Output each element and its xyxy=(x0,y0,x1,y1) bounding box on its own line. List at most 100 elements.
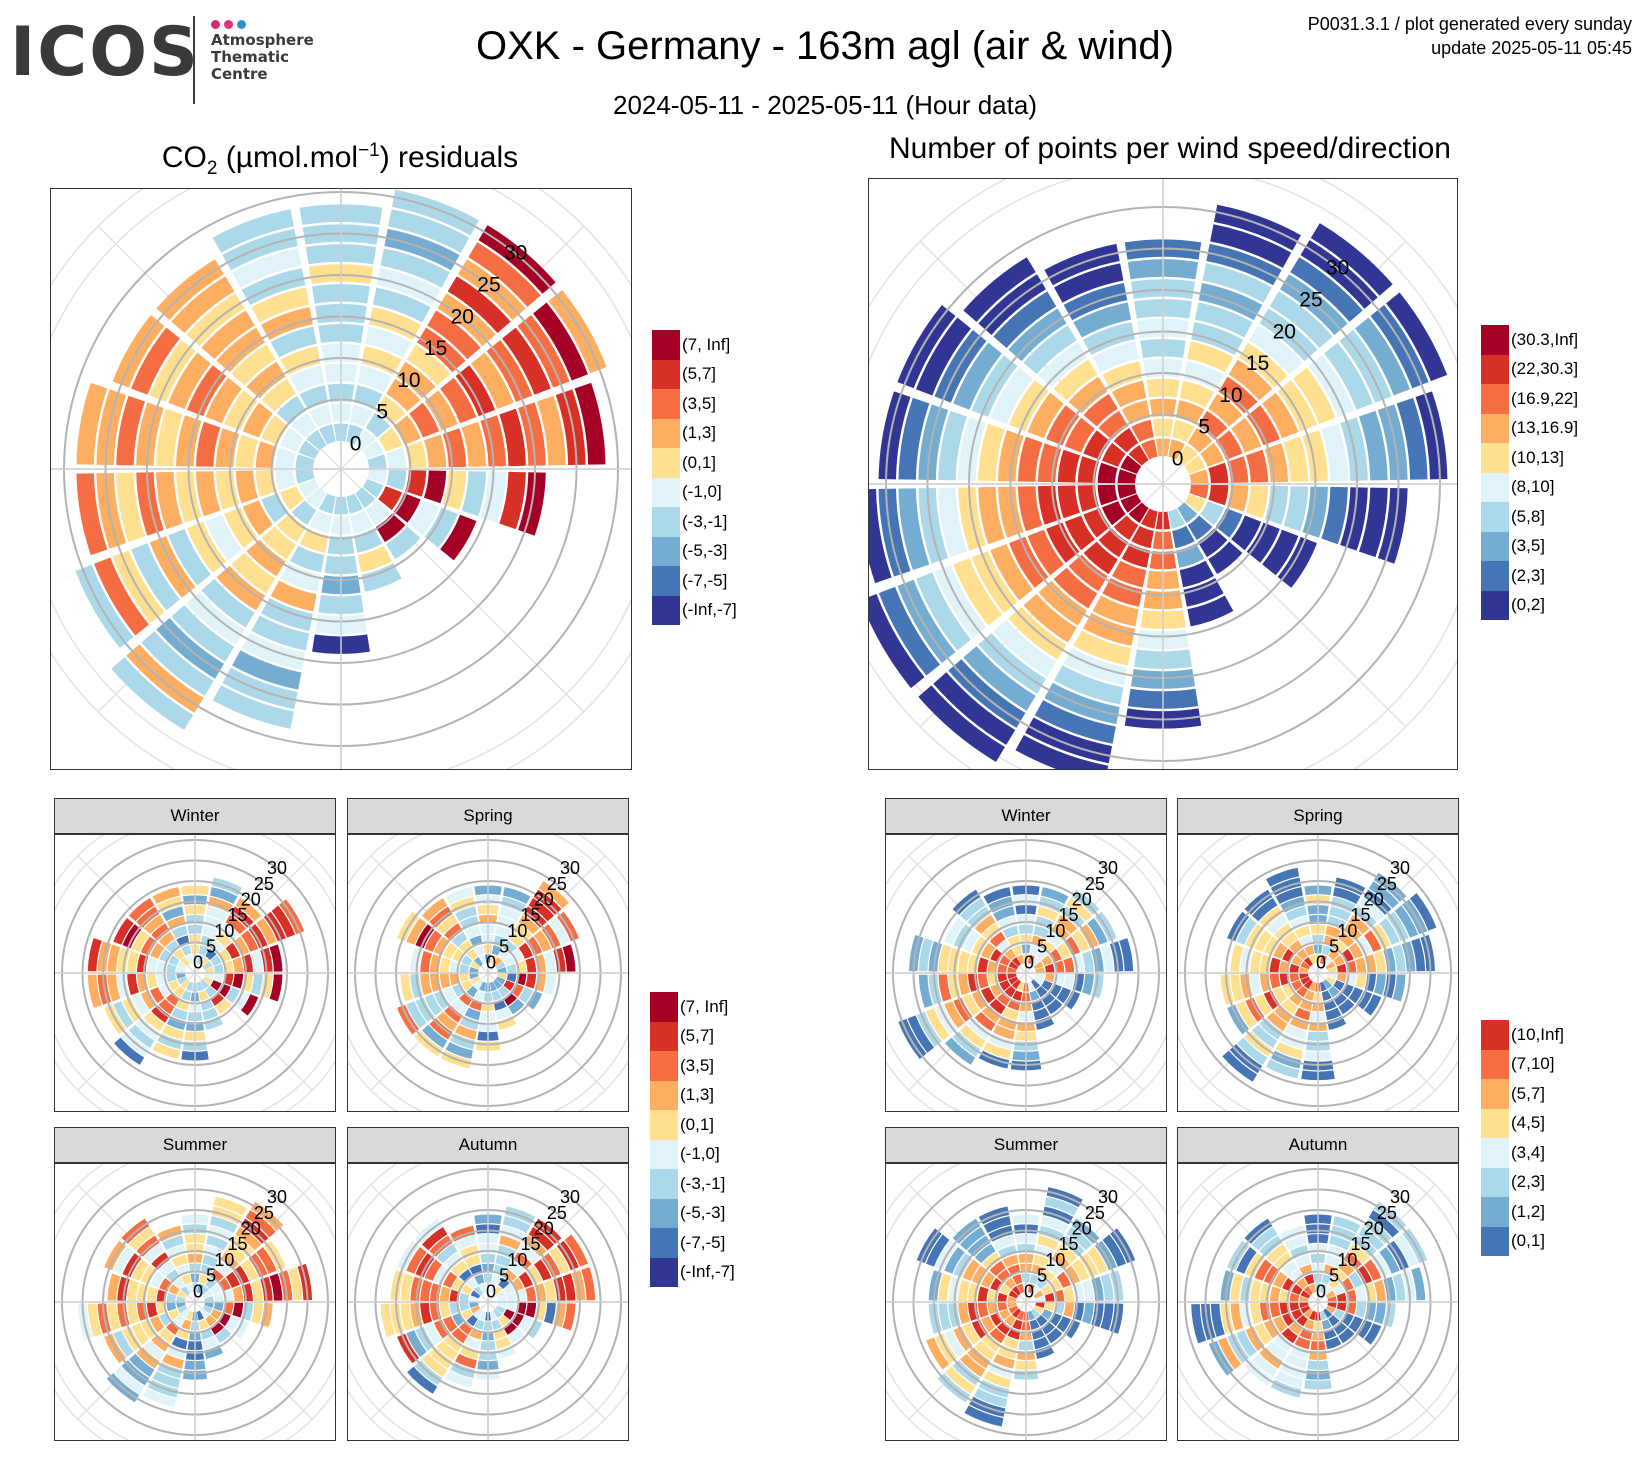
co2-annual-cell xyxy=(357,545,392,573)
co2-annual-cell xyxy=(242,500,273,536)
legend-item: (3,5] xyxy=(1481,531,1578,561)
co2-autumn-cell xyxy=(443,1316,458,1333)
co2-annual-cell xyxy=(176,471,202,523)
count-spring-cell xyxy=(1325,925,1342,939)
co2-autumn-cell xyxy=(491,1319,502,1330)
co2-winter-cell xyxy=(180,979,190,989)
count-summer-cell xyxy=(999,1284,1011,1295)
co2-winter-cell xyxy=(131,994,149,1016)
co2-spring-cell xyxy=(508,931,525,948)
co2-spring-cell xyxy=(436,914,458,935)
count-spring-cell xyxy=(1296,986,1308,998)
count-summer-cell xyxy=(1063,1286,1075,1302)
count-autumn-cell xyxy=(1263,1319,1280,1339)
legend-swatch xyxy=(650,1169,678,1199)
co2-spring-cell xyxy=(549,917,570,945)
count-spring-cell xyxy=(1230,974,1244,1002)
count-autumn-cell xyxy=(1274,1334,1293,1352)
co2-autumn-cell xyxy=(444,1334,463,1352)
count-annual-cell xyxy=(1202,263,1272,303)
count-annual-cell xyxy=(1008,606,1067,660)
legend-item: (1,3] xyxy=(652,418,737,448)
co2-autumn-speed-tick-label: 20 xyxy=(534,1218,554,1238)
legend-item: (5,7] xyxy=(1481,1079,1564,1109)
count-autumn-cell xyxy=(1291,1309,1303,1320)
count-autumn-cell xyxy=(1336,1302,1347,1312)
count-spring-cell xyxy=(1266,867,1300,887)
count-winter-cell xyxy=(1081,974,1094,996)
co2-autumn-cell xyxy=(439,1302,451,1318)
count-autumn-cell xyxy=(1353,1235,1377,1257)
co2-autumn-cell xyxy=(497,1345,517,1359)
count-summer-cell xyxy=(1056,1271,1071,1288)
legend-item: (2,3] xyxy=(1481,561,1578,591)
co2-spring-cells xyxy=(397,881,579,1069)
co2-annual-cell xyxy=(318,493,336,514)
icos-logo-wordmark: ICOS xyxy=(10,13,200,92)
co2-annual-cell xyxy=(112,315,165,388)
co2-spring-cell xyxy=(443,942,458,959)
count-summer-svg: 051015202530NESW xyxy=(852,1127,1200,1470)
co2-annual-cell xyxy=(270,326,317,358)
co2-annual-cell xyxy=(386,378,421,412)
count-winter-cell xyxy=(997,916,1017,930)
legend-label: (7, Inf] xyxy=(682,334,731,354)
legend-swatch xyxy=(1481,1138,1509,1168)
co2-autumn-cell xyxy=(562,1273,576,1301)
count-summer-cell xyxy=(938,1303,952,1331)
count-winter-cell xyxy=(993,1024,1015,1040)
co2-autumn-cell xyxy=(526,1319,543,1339)
count-winter-cell xyxy=(958,950,971,972)
co2-annual-cell xyxy=(298,479,320,498)
count-spring-cell xyxy=(1266,1011,1288,1032)
co2-spring-cell xyxy=(469,973,479,980)
count-winter-cell xyxy=(1027,954,1036,965)
count-autumn-cell xyxy=(1250,1279,1263,1301)
count-annual-cell xyxy=(1277,536,1317,588)
count-annual-cell xyxy=(1101,442,1126,467)
co2-spring-cell xyxy=(444,923,463,941)
count-spring-cell xyxy=(1323,957,1333,967)
co2-winter-cell xyxy=(152,887,180,905)
co2-winter-cell xyxy=(146,957,158,973)
count-winter-cell xyxy=(918,938,933,972)
count-summer-cell xyxy=(1029,1274,1040,1285)
co2-annual-cell xyxy=(367,469,387,484)
count-spring-cell xyxy=(1303,979,1313,989)
legend-swatch xyxy=(652,566,680,596)
co2-annual-cell xyxy=(171,276,235,334)
count-autumn-cell xyxy=(1299,1295,1309,1302)
count-spring-cell xyxy=(1364,930,1382,952)
co2-winter-cell xyxy=(204,1016,224,1030)
co2-autumn-cell xyxy=(459,1302,470,1312)
co2-annual-cell xyxy=(280,563,321,592)
legend-swatch xyxy=(1481,354,1509,384)
count-annual-cell xyxy=(1187,595,1234,627)
co2-annual-cell xyxy=(187,365,227,417)
co2-annual-cell xyxy=(386,469,407,491)
count-annual-cell xyxy=(1210,224,1292,268)
count-autumn-cell xyxy=(1373,1279,1386,1301)
co2-annual-speed-tick-label: 20 xyxy=(451,305,474,328)
co2-autumn-cell xyxy=(466,1315,478,1327)
count-summer-cell xyxy=(1064,1265,1081,1285)
count-annual-cell xyxy=(1098,528,1129,558)
legend-label: (10,13] xyxy=(1511,447,1564,467)
count-annual-cell xyxy=(1324,342,1373,410)
co2-summer-cell xyxy=(181,1274,192,1285)
count-winter-cell xyxy=(1119,938,1134,972)
count-winter-cell xyxy=(1041,980,1053,991)
co2-annual-speed-tick-label: 10 xyxy=(397,369,420,392)
count-spring-cell xyxy=(1259,1018,1283,1040)
count-annual-cell xyxy=(1120,455,1142,474)
count-annual-cell xyxy=(1194,302,1253,338)
count-annual-cell xyxy=(1206,243,1282,286)
co2-autumn-cell xyxy=(459,1345,479,1359)
co2-autumn-cell xyxy=(470,1290,481,1299)
co2-annual-cell xyxy=(437,293,496,347)
co2-annual-cell xyxy=(306,430,327,451)
co2-winter-cell xyxy=(140,936,157,956)
count-annual-cell xyxy=(1117,484,1137,499)
co2-annual-cell xyxy=(298,440,320,459)
co2-spring-speed-tick-label: 15 xyxy=(521,905,541,925)
